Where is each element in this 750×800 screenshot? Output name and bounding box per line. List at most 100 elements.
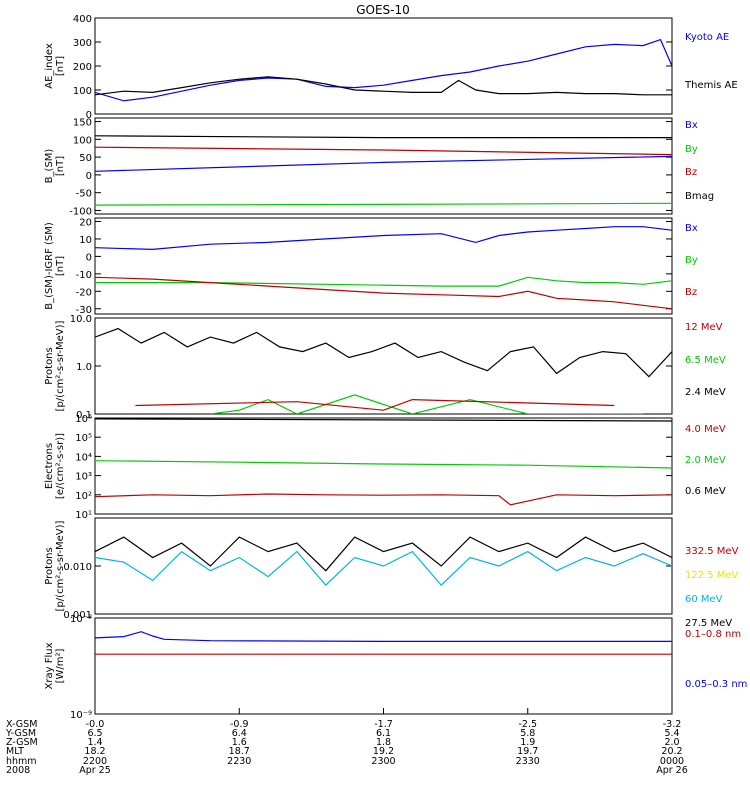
legend-entry: 2.0 MeV [685,455,726,466]
legend-entry: 4.0 MeV [685,424,726,435]
panel-protons2: 0.001 0.010 Protons [p/(cm²-s-sr-MeV)] 332.5… [44,517,739,629]
x-row-label: MLT [6,746,24,757]
y-tick-label: 10.0 [70,314,92,325]
series-line-6-5-mev [210,394,644,414]
y-tick-label: 10 [79,235,92,246]
panel-frame [94,17,673,115]
y-tick-label: 10² [75,491,92,502]
x-row-label: Z-GSM [6,737,38,748]
legend-entry: 332.5 MeV [685,546,739,557]
x-tick-label: 2.0 [664,737,679,748]
x-row-label: Y-GSM [5,728,36,739]
x-tick-label: 2300 [371,756,395,767]
x-tick-label: 2330 [516,756,540,767]
y-axis-label: Protons [44,547,55,584]
series-line-bx [95,226,672,251]
y-tick-label: 100 [73,135,92,146]
x-row-label: X-GSM [6,719,37,730]
legend-entry: Bz [685,167,697,178]
legend-entry: Bmag [685,191,714,202]
panel-xray: 10⁻⁹ 10⁻⁸ Xray Flux [W/m²] 0.1–0.8 nm 0.05–0.… [44,614,747,721]
series-line-bmag [95,135,672,139]
y-axis-label: [W/m²] [55,648,66,683]
panel-frame [94,217,673,315]
y-tick-label: -50 [76,189,92,200]
panel-ae: 0 100 200 300 400 AE_index [nT] Kyoto AE Themis … [44,14,738,121]
y-axis-label: [nT] [55,256,66,276]
series-line-27-5-mev [95,536,672,572]
y-tick-label: 0.1 [76,410,92,421]
panel-protons1: 0.1 1.0 10.0 Protons [p/(cm²-s-sr-MeV)] 12 Me… [44,314,726,421]
y-tick-label: 10⁻⁸ [70,614,92,625]
y-axis-label: Electrons [44,443,55,489]
y-tick-label: -10 [76,270,92,281]
y-tick-label: 100 [73,86,92,97]
x-tick-label: 1.6 [232,737,247,748]
y-tick-label: 150 [73,118,92,129]
y-tick-label: 10⁻⁹ [70,710,92,721]
x-tick-label: 1.9 [520,737,535,748]
y-axis-label: [e/(cm²-s-sr)] [55,433,66,499]
x-tick-label: 19.7 [517,746,538,757]
panel-frame [94,317,673,415]
x-tick-label: 20.2 [661,746,682,757]
panel-frame [94,117,673,215]
legend-entry: Kyoto AE [685,32,729,43]
x-tick-label: 6.4 [232,728,247,739]
y-axis-label: [p/(cm²-s-sr-MeV)] [55,320,66,411]
x-tick-label: 6.1 [376,728,391,739]
y-tick-label: 0 [86,171,92,182]
y-tick-label: 0 [86,252,92,263]
y-tick-label: 400 [73,14,92,25]
series-line-bx [95,155,672,172]
y-axis-label: Protons [44,347,55,384]
y-tick-label: 0 [86,110,92,121]
series-line-0-05-0-3-nm [95,631,672,643]
y-axis-label: [nT] [55,56,66,76]
x-tick-label: 2230 [227,756,251,767]
legend-entry: 0.05–0.3 nm [685,679,747,690]
y-axis-label: AE_index [44,43,55,89]
y-tick-label: 10¹ [75,510,92,521]
series-line-by [95,202,672,206]
series-line-themis-ae [95,76,672,96]
x-tick-label: 18.7 [229,746,250,757]
legend-entry: 0.6 MeV [685,486,726,497]
panel-frame [94,417,673,515]
legend-entry: 122.5 MeV [685,570,739,581]
x-tick-label: -1.7 [374,719,393,730]
x-tick-label: 0000 [660,756,684,767]
figure-title: GOES-10 [356,3,410,17]
series-line-kyoto-ae [95,38,672,102]
x-row-label: hhmm [6,756,37,767]
series-line-12-mev [135,398,615,411]
legend-entry: By [685,144,698,155]
y-tick-label: -30 [76,305,92,316]
x-tick-label: Apr 26 [656,765,688,776]
legend-entry: Themis AE [684,80,738,91]
y-tick-label: 10⁶ [75,414,92,425]
x-tick-label: Apr 25 [79,765,111,776]
series-line-bz [95,276,672,310]
panel-bigrf: -30 -20 -10 0 10 20 B_(SM)-IGRF (SM) [nT] Bx By Bz [44,217,698,315]
x-tick-label: -2.5 [518,719,537,730]
legend-entry: 60 MeV [685,594,723,605]
legend-entry: Bz [685,287,697,298]
legend-entry: 2.4 MeV [685,387,726,398]
y-tick-label: 50 [79,153,92,164]
y-axis-label: [nT] [55,156,66,176]
panel-electrons: 10¹ 10² 10³ 10⁴ 10⁵ 10⁶ Electrons [e/(cm²-s-sr)… [44,414,726,521]
legend-entry: 12 MeV [685,322,723,333]
series-line-by [95,276,672,287]
y-tick-label: 300 [73,38,92,49]
series-line-4-0-mev [95,493,672,506]
legend-entry: 0.1–0.8 nm [685,629,741,640]
y-tick-label: -100 [69,206,92,217]
x-tick-label: 2200 [83,756,107,767]
legend-entry: Bx [685,223,698,234]
x-tick-label: -0.0 [86,719,105,730]
legend-entry: 27.5 MeV [685,618,732,629]
y-tick-label: 0.010 [63,562,92,573]
